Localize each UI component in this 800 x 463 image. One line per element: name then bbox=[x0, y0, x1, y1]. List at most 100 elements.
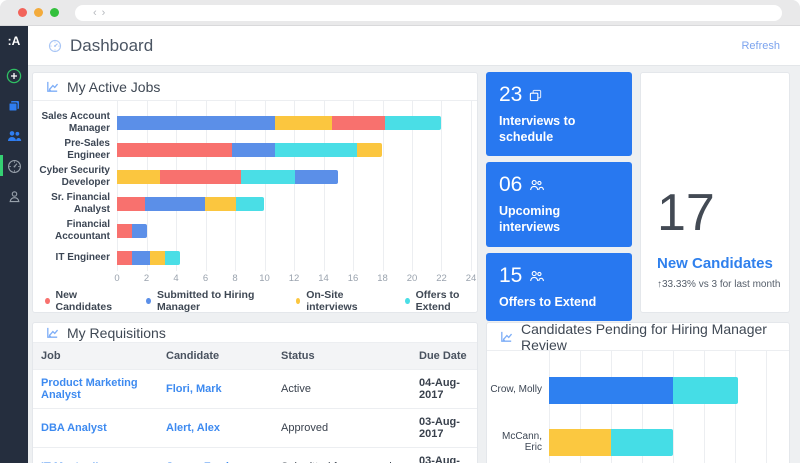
legend-item[interactable]: On-Site interviews bbox=[296, 289, 375, 313]
column-header-due-date[interactable]: Due Date bbox=[411, 343, 478, 370]
chart-line-icon bbox=[45, 325, 60, 340]
back-forward-icons[interactable]: ‹› bbox=[93, 8, 110, 19]
bar-segment[interactable] bbox=[117, 197, 145, 211]
bar-segment[interactable] bbox=[117, 224, 132, 238]
chart-row: Sales Account Manager bbox=[33, 109, 471, 136]
bar-segment[interactable] bbox=[241, 170, 296, 184]
dashboard-content: My Active Jobs Sales Account ManagerPre-… bbox=[28, 66, 800, 463]
zoom-window-icon[interactable] bbox=[50, 8, 59, 17]
minimize-window-icon[interactable] bbox=[34, 8, 43, 17]
app-logo: :A bbox=[8, 34, 21, 48]
stat-card-offers-to-extend[interactable]: 15 Offers to Extend bbox=[486, 253, 632, 322]
browser-window: ‹› :A bbox=[0, 0, 800, 463]
pending-review-card: Candidates Pending for Hiring Manager Re… bbox=[486, 322, 790, 463]
bar-segment[interactable] bbox=[549, 429, 611, 456]
chart-line-icon bbox=[499, 329, 514, 344]
table-row[interactable]: DBA Analyst Alert, Alex Approved 03-Aug-… bbox=[33, 409, 478, 448]
bar-segment[interactable] bbox=[117, 116, 275, 130]
bar-segment[interactable] bbox=[117, 251, 132, 265]
bar-segment[interactable] bbox=[132, 251, 150, 265]
status-cell: Active bbox=[273, 370, 411, 409]
legend-label: On-Site interviews bbox=[306, 289, 375, 313]
legend-dot bbox=[405, 298, 410, 304]
bar-segment[interactable] bbox=[332, 116, 385, 130]
bar-segment[interactable] bbox=[357, 143, 382, 157]
legend-item[interactable]: Offers to Extend bbox=[405, 289, 477, 313]
stat-label: Offers to Extend bbox=[499, 295, 619, 311]
axis-tick-label: 22 bbox=[436, 273, 447, 284]
topbar: Dashboard Refresh bbox=[28, 26, 800, 66]
candidate-link[interactable]: Jason, Fowler bbox=[158, 448, 273, 463]
column-header-job[interactable]: Job bbox=[33, 343, 158, 370]
page-title: Dashboard bbox=[70, 36, 153, 56]
job-link[interactable]: DBA Analyst bbox=[33, 409, 158, 448]
legend-dot bbox=[146, 298, 151, 304]
axis-tick-label: 18 bbox=[377, 273, 388, 284]
sidebar-item-dashboard[interactable] bbox=[0, 154, 28, 178]
sidebar-item-jobs[interactable] bbox=[0, 94, 28, 118]
forward-icon[interactable]: › bbox=[102, 7, 111, 19]
new-candidates-value: 17 bbox=[657, 187, 715, 239]
bar-segment[interactable] bbox=[549, 377, 673, 404]
card-title: My Requisitions bbox=[67, 325, 166, 341]
people-group-icon bbox=[529, 179, 544, 191]
dashboard-gauge-icon bbox=[48, 39, 62, 53]
category-label: Crow, Molly bbox=[487, 384, 549, 396]
legend-item[interactable]: New Candidates bbox=[45, 289, 116, 313]
bar-segment[interactable] bbox=[160, 170, 241, 184]
bar-segment[interactable] bbox=[145, 197, 205, 211]
candidate-link[interactable]: Flori, Mark bbox=[158, 370, 273, 409]
category-label: Sales Account Manager bbox=[33, 111, 117, 134]
table-row[interactable]: IT Master II Jason, Fowler Submitted for… bbox=[33, 448, 478, 463]
sidebar-item-add[interactable] bbox=[0, 64, 28, 88]
axis-tick-label: 20 bbox=[407, 273, 418, 284]
bar-segment[interactable] bbox=[275, 116, 333, 130]
bar-segment[interactable] bbox=[117, 143, 232, 157]
due-date-cell: 03-Aug-2017 bbox=[411, 448, 478, 463]
browser-chrome: ‹› bbox=[0, 0, 800, 26]
url-bar[interactable]: ‹› bbox=[75, 5, 782, 21]
new-candidates-card[interactable]: 17 New Candidates ↑33.33% vs 3 for last … bbox=[640, 72, 790, 313]
bar-segment[interactable] bbox=[117, 170, 160, 184]
active-jobs-title-row: My Active Jobs bbox=[33, 73, 477, 101]
stat-card-upcoming-interviews[interactable]: 06 Upcoming interviews bbox=[486, 162, 632, 246]
stat-label: Interviews to schedule bbox=[499, 114, 619, 145]
job-link[interactable]: IT Master II bbox=[33, 448, 158, 463]
bar-segment[interactable] bbox=[150, 251, 165, 265]
chart-row: Pre-Sales Engineer bbox=[33, 136, 471, 163]
bar-segment[interactable] bbox=[295, 170, 338, 184]
axis-tick-label: 4 bbox=[173, 273, 178, 284]
column-header-status[interactable]: Status bbox=[273, 343, 411, 370]
table-row[interactable]: Product Marketing Analyst Flori, Mark Ac… bbox=[33, 370, 478, 409]
bar-segment[interactable] bbox=[275, 143, 358, 157]
bar-segment[interactable] bbox=[236, 197, 264, 211]
bar-segment[interactable] bbox=[232, 143, 275, 157]
copy-icon bbox=[529, 89, 542, 102]
sidebar-item-candidates[interactable] bbox=[0, 124, 28, 148]
stat-value: 23 bbox=[499, 83, 522, 107]
bar-segment[interactable] bbox=[132, 224, 147, 238]
candidate-link[interactable]: Alert, Alex bbox=[158, 409, 273, 448]
bar-segment[interactable] bbox=[385, 116, 441, 130]
stat-card-interviews-to-schedule[interactable]: 23 Interviews to schedule bbox=[486, 72, 632, 156]
job-link[interactable]: Product Marketing Analyst bbox=[33, 370, 158, 409]
back-icon[interactable]: ‹ bbox=[93, 7, 102, 19]
active-indicator bbox=[0, 155, 3, 176]
table-header-row: Job Candidate Status Due Date bbox=[33, 343, 478, 370]
legend-item[interactable]: Submitted to Hiring Manager bbox=[146, 289, 265, 313]
column-header-candidate[interactable]: Candidate bbox=[158, 343, 273, 370]
bar-segment[interactable] bbox=[165, 251, 180, 265]
axis-tick-label: 10 bbox=[259, 273, 270, 284]
refresh-link[interactable]: Refresh bbox=[741, 40, 780, 52]
card-title: My Active Jobs bbox=[67, 79, 160, 95]
people-icon bbox=[7, 130, 22, 142]
chart-legend: New Candidates Submitted to Hiring Manage… bbox=[33, 289, 477, 312]
requisitions-title-row: My Requisitions bbox=[33, 323, 477, 343]
chart-row: McCann, Eric bbox=[487, 416, 781, 463]
gauge-icon bbox=[7, 159, 22, 174]
bar-segment[interactable] bbox=[611, 429, 673, 456]
bar-segment[interactable] bbox=[205, 197, 236, 211]
sidebar-item-profile[interactable] bbox=[0, 184, 28, 208]
bar-segment[interactable] bbox=[673, 377, 738, 404]
close-window-icon[interactable] bbox=[18, 8, 27, 17]
